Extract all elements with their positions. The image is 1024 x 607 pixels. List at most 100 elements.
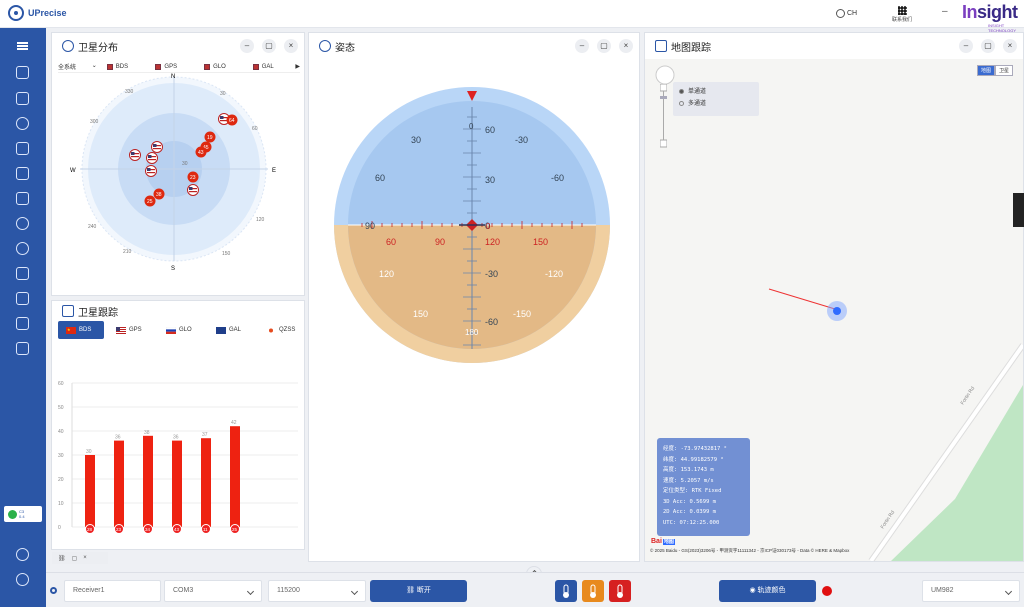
gps-satellite-marker[interactable] <box>129 149 141 161</box>
minimize-button[interactable]: – <box>942 6 948 17</box>
zoom-out-icon[interactable] <box>660 139 667 148</box>
contact-us-button[interactable]: 联系我们 <box>892 6 912 23</box>
maximize-panel-button[interactable]: ▢ <box>262 39 276 53</box>
menu-icon[interactable] <box>17 42 28 50</box>
baud-select[interactable]: 115200 <box>268 580 366 602</box>
filter-glo-checkbox[interactable]: GLO <box>204 63 247 70</box>
sidebar-item-settings-icon[interactable] <box>16 573 29 586</box>
pitch-label: 30 <box>485 175 495 185</box>
map-type-map[interactable]: 地图 <box>977 65 996 76</box>
bds-satellite-marker[interactable]: 43 <box>195 146 207 158</box>
map-canvas[interactable]: Fortin Rd Fortin Rd <box>645 59 1023 561</box>
link-icon[interactable]: ⛓ <box>58 555 66 562</box>
panel-header: 卫星跟踪 <box>52 301 304 321</box>
sidebar-item-device-icon[interactable] <box>16 66 29 79</box>
thermometer-orange-button[interactable] <box>582 580 604 602</box>
sidebar-item-satellite-icon[interactable] <box>16 117 29 130</box>
sidebar-item-chart-icon[interactable] <box>16 142 29 155</box>
gps-satellite-marker[interactable] <box>145 165 157 177</box>
thermometer-red-button[interactable] <box>609 580 631 602</box>
thermometer-blue-button[interactable] <box>555 580 577 602</box>
bds-satellite-marker[interactable]: 23 <box>187 171 199 183</box>
angle-label: 150 <box>222 251 231 257</box>
sidebar-item-help-icon[interactable] <box>16 548 29 561</box>
maximize-panel-button[interactable]: ▢ <box>597 39 611 53</box>
info-fix-type: 定位类型: RTK Fixed <box>663 488 722 494</box>
bds-satellite-marker[interactable]: 64 <box>226 114 238 126</box>
filter-gps-checkbox[interactable]: GPS <box>155 63 198 70</box>
park-area <box>891 385 1023 561</box>
tab-gps[interactable]: GPS <box>108 321 154 339</box>
compass-e: E <box>272 168 276 174</box>
language-switch[interactable]: CH <box>836 9 857 18</box>
snr-bar[interactable] <box>143 435 153 527</box>
gps-satellite-marker[interactable] <box>218 113 230 125</box>
snr-bar[interactable] <box>114 440 124 527</box>
gps-satellite-marker[interactable] <box>151 141 163 153</box>
zoom-slider[interactable] <box>660 84 667 148</box>
snr-bar[interactable] <box>201 438 211 527</box>
close-panel-button[interactable]: × <box>284 39 298 53</box>
sidebar-item-location-icon[interactable] <box>16 267 29 280</box>
sidebar-item-data-icon[interactable] <box>16 167 29 180</box>
satellite-prn-label: 25 <box>147 199 153 205</box>
minimize-panel-button[interactable]: – <box>959 39 973 53</box>
receiver-field[interactable]: Receiver1 <box>64 580 161 602</box>
tab-qzss[interactable]: QZSS <box>258 321 304 339</box>
sidebar-item-file-icon[interactable] <box>16 292 29 305</box>
bar-category-label: 11 <box>203 527 208 532</box>
system-select[interactable]: 全系统 ⌄ <box>58 62 101 71</box>
pitch-label: -60 <box>485 317 498 327</box>
bds-satellite-marker[interactable]: 38 <box>153 188 165 200</box>
tab-bds[interactable]: ★ BDS <box>58 321 104 339</box>
map-type-satellite[interactable]: 卫星 <box>995 65 1014 76</box>
minimize-panel-button[interactable]: – <box>240 39 254 53</box>
sidebar-item-log-icon[interactable] <box>16 192 29 205</box>
snr-bar[interactable] <box>172 440 182 527</box>
close-panel-button[interactable]: × <box>619 39 633 53</box>
pan-control-icon[interactable] <box>655 65 675 85</box>
panel-title: 地图跟踪 <box>671 42 711 54</box>
mode-multi[interactable]: 多通道 <box>679 98 753 110</box>
disconnect-button[interactable]: ⛓ 断开 <box>370 580 467 602</box>
zoom-in-icon[interactable] <box>660 84 667 92</box>
tab-glo[interactable]: GLO <box>158 321 204 339</box>
gps-satellite-marker[interactable] <box>146 152 158 164</box>
bds-satellite-marker[interactable]: 25 <box>144 195 156 207</box>
filter-gal-checkbox[interactable]: GAL <box>252 63 296 70</box>
minimize-panel-button[interactable]: – <box>575 39 589 53</box>
close-panel-button[interactable]: × <box>1003 39 1017 53</box>
side-drawer-tab[interactable] <box>1013 193 1024 227</box>
sidebar-item-tool-icon[interactable] <box>16 317 29 330</box>
sidebar-item-config-icon[interactable] <box>16 92 29 105</box>
snr-bar[interactable] <box>85 455 95 527</box>
bar-value-label: 37 <box>202 432 208 438</box>
maximize-panel-button[interactable]: ▢ <box>981 39 995 53</box>
receiver-radio[interactable] <box>50 587 57 594</box>
zoom-handle[interactable] <box>660 96 667 99</box>
gps-satellite-marker[interactable] <box>187 184 199 196</box>
track-color-swatch[interactable] <box>822 586 832 596</box>
flag-stripe <box>220 120 228 122</box>
filter-bds-checkbox[interactable]: BDS <box>106 63 150 70</box>
sidebar-item-more-icon[interactable] <box>16 342 29 355</box>
flag-canton <box>148 155 152 158</box>
flag-canton <box>131 152 135 155</box>
tab-gal[interactable]: GAL <box>208 321 254 339</box>
collapse-bottom-button[interactable] <box>526 566 542 576</box>
sidebar-item-network-icon[interactable] <box>16 242 29 255</box>
sidebar-item-time-icon[interactable] <box>16 217 29 230</box>
track-color-button[interactable]: ◉ 地图跟踪轨迹颜色 <box>719 580 816 602</box>
device-select[interactable]: UM982 <box>922 580 1020 602</box>
bds-satellite-marker[interactable]: 19 <box>204 131 216 143</box>
scroll-right-icon[interactable]: ▶ <box>295 64 301 70</box>
japan-flag-icon <box>266 326 276 334</box>
pitch-label: 0 <box>469 122 474 131</box>
restore-icon[interactable]: ▢ <box>71 555 78 562</box>
snr-bar[interactable] <box>230 426 240 527</box>
mode-single[interactable]: 单通道 <box>679 86 753 98</box>
panel-title: 姿态 <box>335 42 355 54</box>
info-latitude: 纬度: 44.99182579 ° <box>663 456 724 463</box>
close-icon[interactable]: × <box>83 555 87 561</box>
port-select[interactable]: COM3 <box>164 580 262 602</box>
